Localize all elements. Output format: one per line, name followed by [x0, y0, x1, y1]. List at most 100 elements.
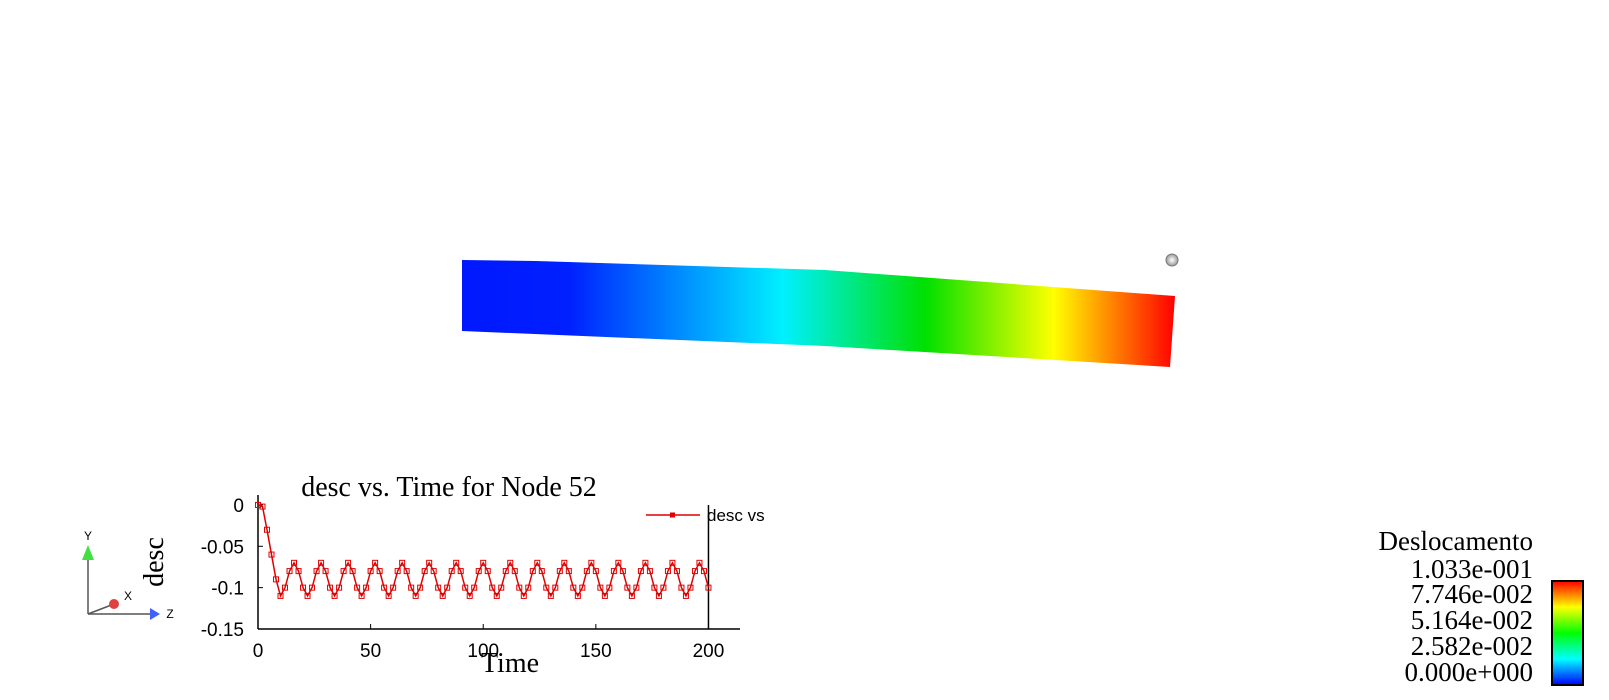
data-point	[574, 592, 581, 599]
y-tick-label: -0.1	[211, 579, 244, 600]
data-point	[471, 584, 478, 591]
data-point	[286, 568, 293, 575]
data-point	[529, 568, 536, 575]
data-point	[394, 568, 401, 575]
legend-value: 2.582e-002	[1411, 631, 1533, 661]
x-tick-label: 200	[693, 641, 725, 662]
legend-clip	[775, 495, 835, 535]
beam-model	[462, 260, 1175, 367]
legend-marker	[670, 512, 675, 518]
x-tick-label: 100	[467, 641, 499, 662]
data-point	[552, 584, 559, 591]
axis-label-z: Z	[166, 607, 173, 621]
data-point	[682, 592, 689, 599]
data-point	[313, 568, 320, 575]
y-tick-label: -0.05	[201, 537, 244, 558]
data-point	[336, 584, 343, 591]
data-line	[257, 504, 710, 598]
data-point	[705, 584, 712, 591]
data-point	[358, 592, 365, 599]
data-point	[606, 584, 613, 591]
data-point	[331, 592, 338, 599]
data-point	[417, 584, 424, 591]
data-point	[381, 584, 388, 591]
data-point	[507, 559, 514, 566]
data-point	[534, 559, 541, 566]
data-point	[538, 568, 545, 575]
data-point	[655, 592, 662, 599]
data-point	[327, 584, 334, 591]
data-point	[430, 568, 437, 575]
data-point	[349, 568, 356, 575]
data-point	[525, 584, 532, 591]
legend-value: 1.033e-001	[1411, 554, 1533, 584]
data-point	[516, 584, 523, 591]
data-point	[268, 551, 275, 558]
axis-label-y: Y	[84, 529, 92, 543]
data-point	[426, 559, 433, 566]
data-point	[363, 584, 370, 591]
data-point	[435, 584, 442, 591]
data-point	[300, 584, 307, 591]
axes-triad: Y X Z	[82, 529, 174, 621]
node-marker[interactable]	[1165, 253, 1179, 267]
data-point	[466, 592, 473, 599]
data-point	[259, 503, 266, 510]
data-point	[457, 568, 464, 575]
data-point	[484, 568, 491, 575]
data-point	[687, 584, 694, 591]
x-tick-label: 50	[360, 641, 381, 662]
data-point	[696, 559, 703, 566]
data-point	[646, 568, 653, 575]
data-point	[295, 568, 302, 575]
data-point	[318, 559, 325, 566]
data-point	[619, 568, 626, 575]
data-point	[340, 568, 347, 575]
data-point	[561, 559, 568, 566]
legend-title: Deslocamento	[1379, 526, 1533, 556]
y-axis-label: desc	[139, 537, 170, 587]
data-point	[304, 592, 311, 599]
x-tick-label: 150	[580, 641, 612, 662]
legend-value: 0.000e+000	[1405, 657, 1533, 687]
data-point	[588, 559, 595, 566]
data-point	[439, 592, 446, 599]
data-point	[633, 584, 640, 591]
data-point	[489, 584, 496, 591]
data-point	[309, 584, 316, 591]
data-point	[453, 559, 460, 566]
data-point	[399, 559, 406, 566]
data-point	[493, 592, 500, 599]
data-point	[592, 568, 599, 575]
data-point	[475, 568, 482, 575]
data-point	[669, 559, 676, 566]
axis-label-x: X	[124, 589, 132, 603]
data-point	[376, 568, 383, 575]
legend-value: 7.746e-002	[1411, 579, 1533, 609]
data-point	[637, 568, 644, 575]
data-point	[556, 568, 563, 575]
data-point	[597, 584, 604, 591]
data-point	[583, 568, 590, 575]
data-point	[372, 559, 379, 566]
data-point	[345, 559, 352, 566]
data-point	[610, 568, 617, 575]
data-point	[354, 584, 361, 591]
color-bar	[1551, 580, 1584, 686]
data-point	[264, 526, 271, 533]
data-point	[673, 568, 680, 575]
data-point	[700, 568, 707, 575]
legend-label: desc vs	[707, 506, 765, 525]
data-point	[277, 592, 284, 599]
data-point	[520, 592, 527, 599]
y-tick-label: 0	[233, 496, 244, 517]
data-point	[691, 568, 698, 575]
chart-title: desc vs. Time for Node 52	[301, 472, 597, 503]
data-point	[664, 568, 671, 575]
data-point	[543, 584, 550, 591]
data-point	[498, 584, 505, 591]
data-point	[480, 559, 487, 566]
data-point	[448, 568, 455, 575]
